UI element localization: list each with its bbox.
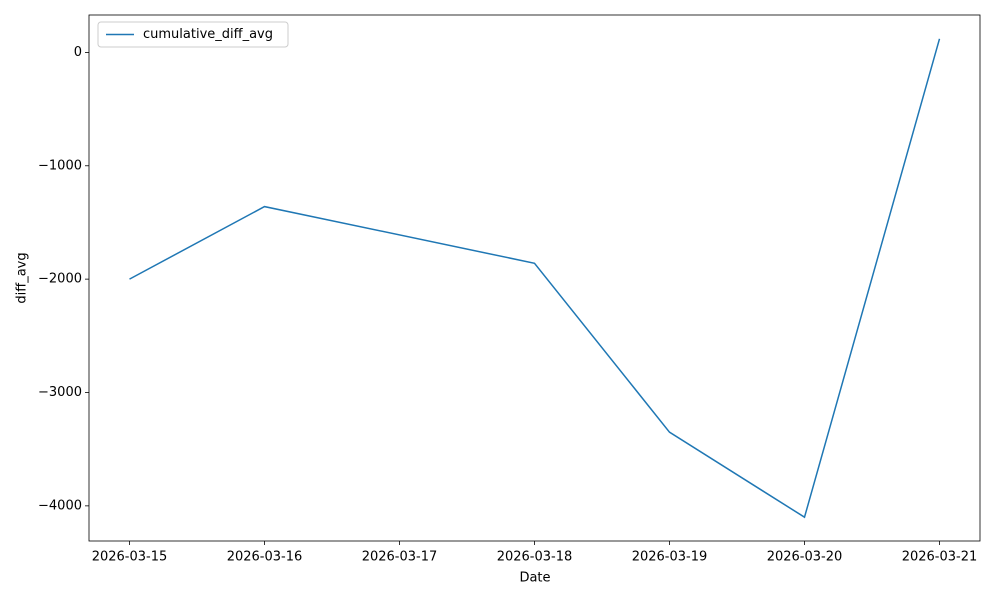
y-axis-label: diff_avg bbox=[15, 252, 30, 303]
x-tick-label: 2026-03-16 bbox=[227, 550, 303, 565]
x-tick-label: 2026-03-15 bbox=[92, 550, 168, 565]
x-tick-label: 2026-03-17 bbox=[362, 550, 438, 565]
y-tick-label: −2000 bbox=[38, 272, 82, 287]
y-tick-label: 0 bbox=[74, 45, 82, 60]
x-tick-label: 2026-03-20 bbox=[767, 550, 843, 565]
y-tick-label: −1000 bbox=[38, 158, 82, 173]
plot-frame bbox=[88, 14, 981, 542]
legend-box bbox=[97, 21, 289, 48]
data-line bbox=[129, 38, 941, 519]
y-tick-label: −4000 bbox=[38, 498, 82, 513]
x-tick-label: 2026-03-21 bbox=[902, 550, 978, 565]
x-tick-label: 2026-03-18 bbox=[497, 550, 573, 565]
legend-label: cumulative_diff_avg bbox=[143, 27, 273, 42]
x-tick-label: 2026-03-19 bbox=[632, 550, 708, 565]
x-axis-label: Date bbox=[519, 571, 550, 586]
y-tick-label: −3000 bbox=[38, 385, 82, 400]
